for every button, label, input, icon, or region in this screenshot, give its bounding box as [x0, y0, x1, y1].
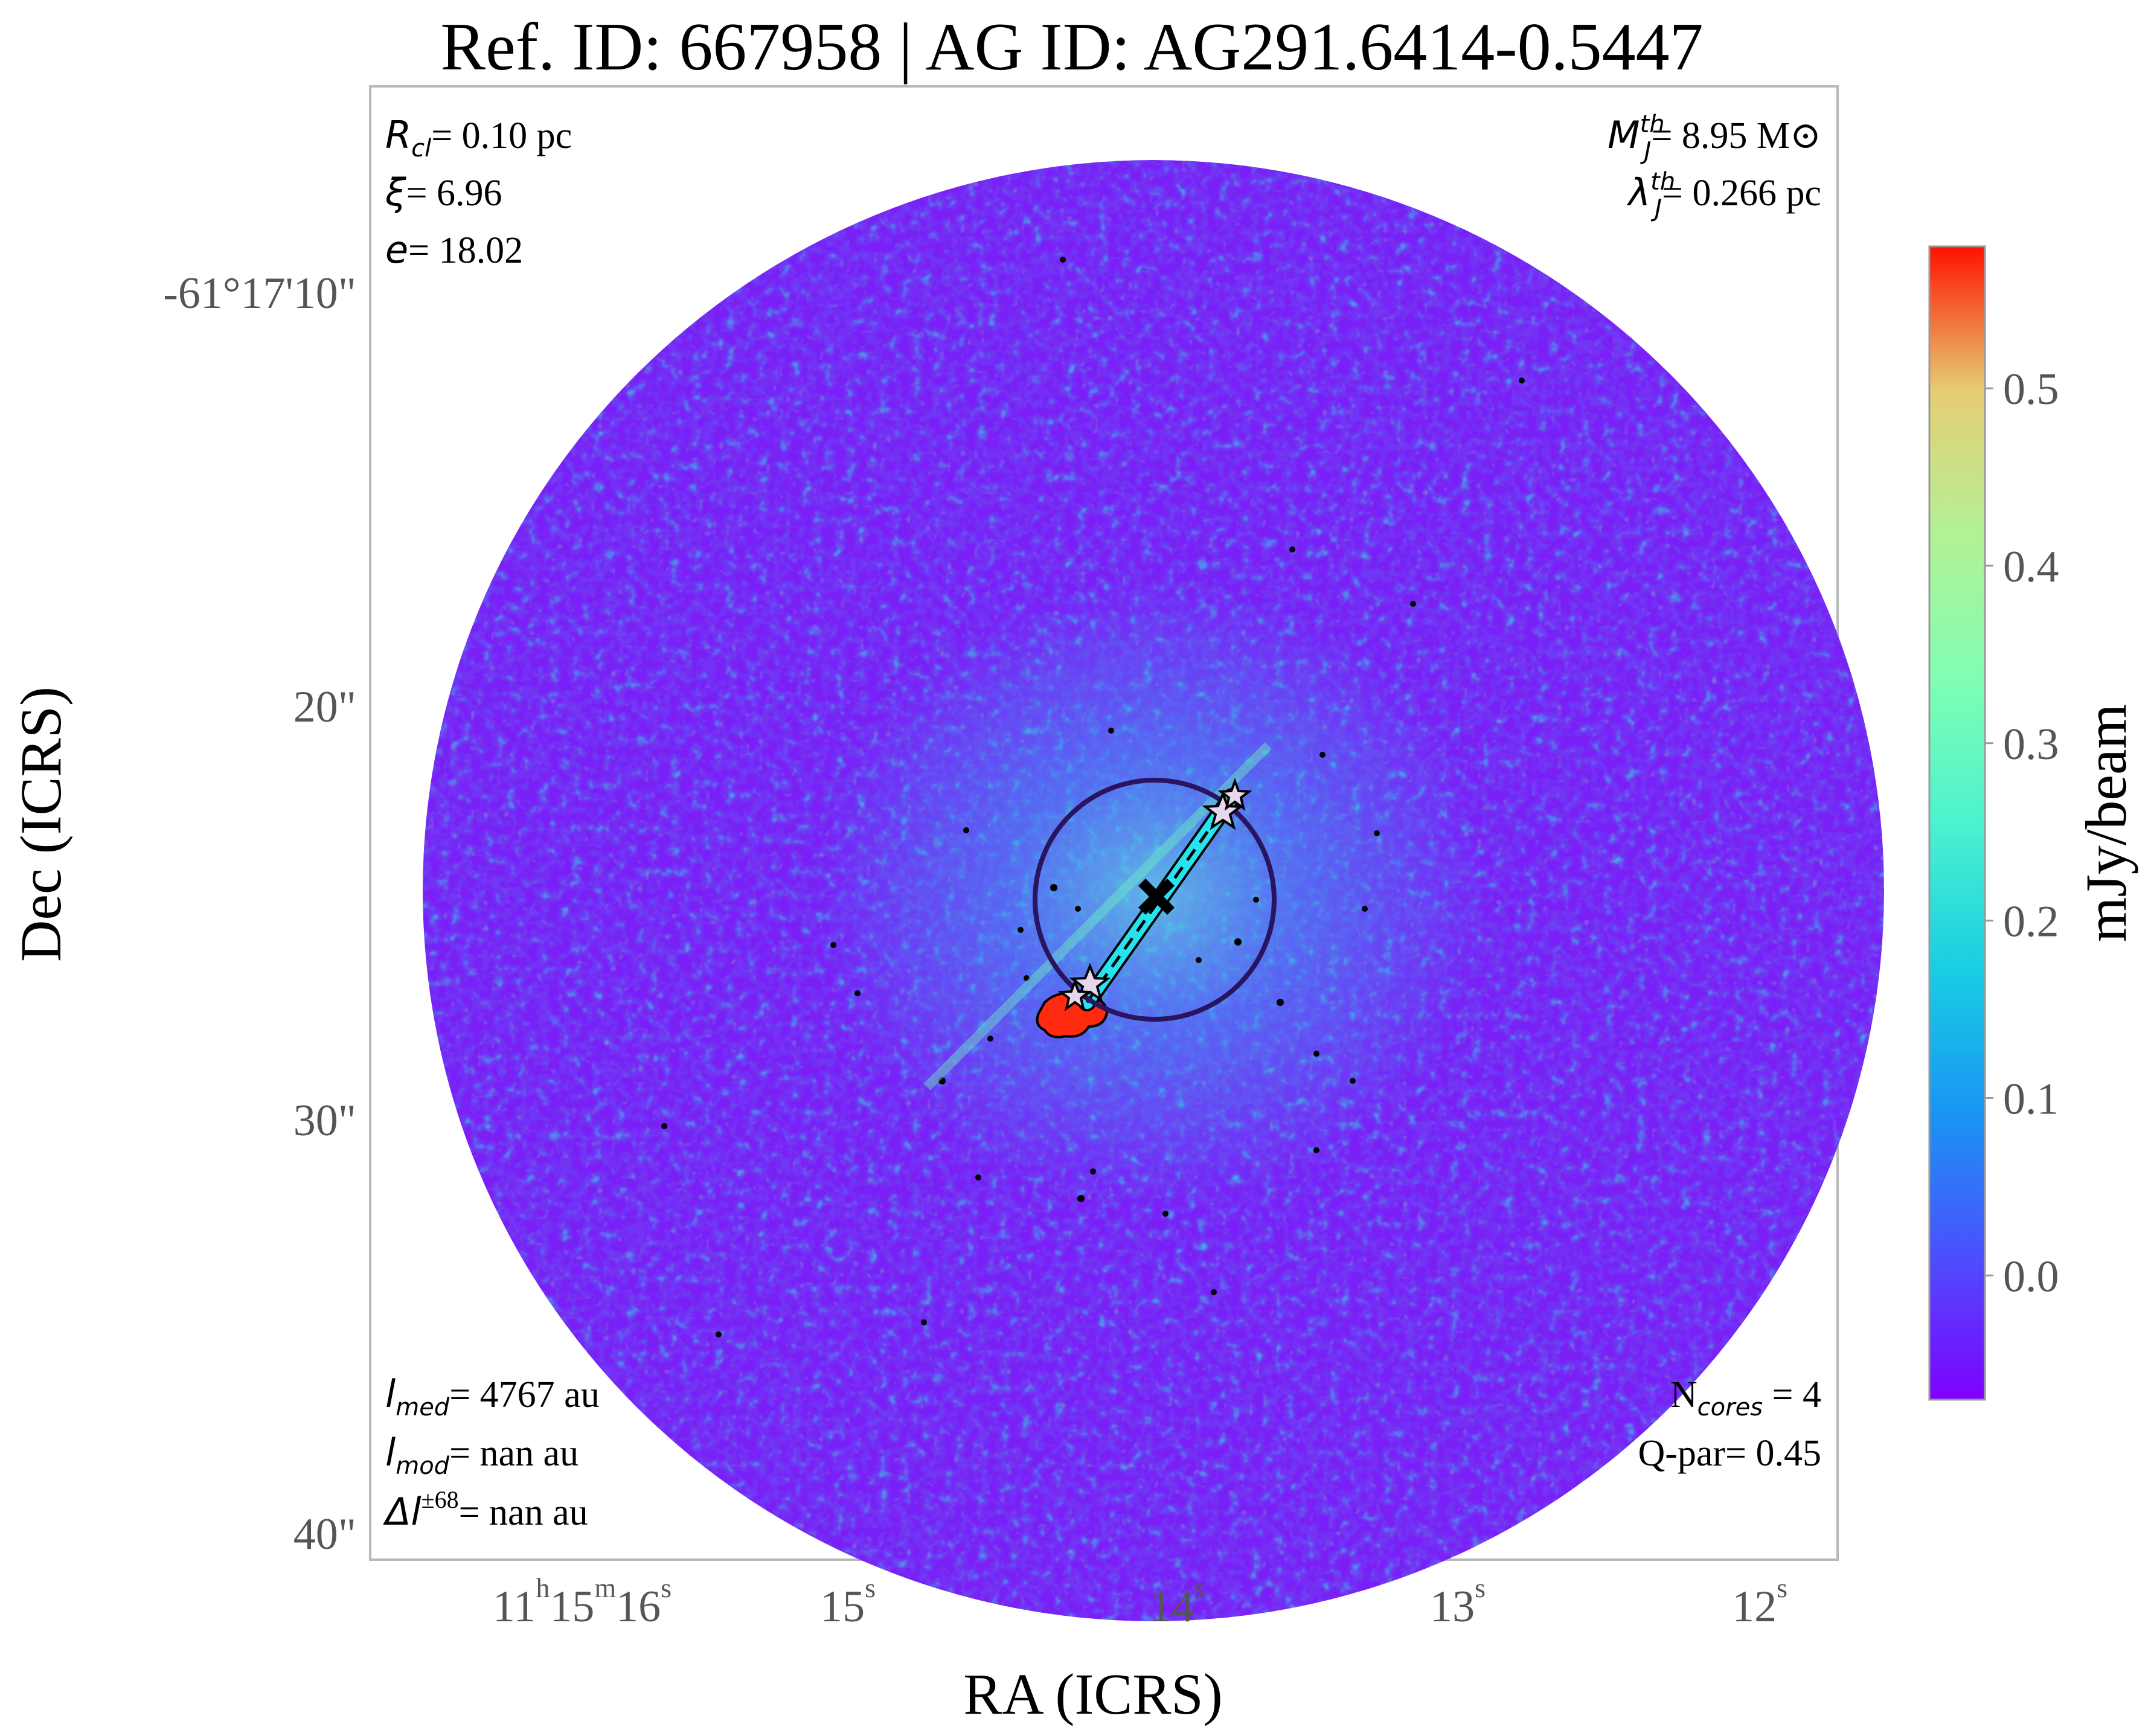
x-tick-label: 14s: [1149, 1572, 1205, 1632]
annotation-qpar: Q-par= 0.45: [1638, 1433, 1821, 1474]
core-markers: [1057, 778, 1252, 1011]
y-tick-label: 20": [293, 682, 356, 732]
y-tick-label: 30": [293, 1096, 356, 1145]
colorbar-tick-label: 0.0: [2003, 1252, 2059, 1301]
x-tick-labels: 11h15m16s 15s 14s 13s 12s: [493, 1572, 1787, 1632]
annotation-ncores: Ncores = 4: [1670, 1374, 1821, 1421]
annotation-delta-l: Δl±68= nan au: [383, 1486, 588, 1534]
annotation-jeans-mass: Mth J= 8.95 M⊙: [1608, 111, 1821, 165]
y-tick-labels: -61°17'10" 20" 30" 40": [163, 269, 356, 1559]
filament-emission: [923, 742, 1272, 1091]
clump-radius-circle: [1033, 778, 1277, 1022]
y-tick-label: 40": [293, 1510, 356, 1559]
x-tick-label: 13s: [1430, 1572, 1486, 1632]
colorbar-gradient: [1928, 245, 1986, 1401]
x-tick-label: 15s: [820, 1572, 876, 1632]
colorbar-label: mJy/beam: [2074, 704, 2138, 943]
y-tick-label: -61°17'10": [163, 269, 356, 318]
colorbar-tick-label: 0.3: [2003, 720, 2059, 769]
annotation-lmod: lmod= nan au: [385, 1430, 579, 1480]
annotation-rcl: Rcl= 0.10 pc: [385, 113, 572, 162]
plot-title: Ref. ID: 667958 | AG ID: AG291.6414-0.54…: [440, 10, 1703, 85]
annotation-e: e= 18.02: [385, 228, 523, 272]
colorbar-tick-label: 0.4: [2003, 542, 2059, 592]
core-star-marker: [1217, 778, 1252, 811]
colorbar-ticks: 0.0 0.1 0.2 0.3 0.4 0.5: [1985, 365, 2059, 1301]
annotation-xi: ξ= 6.96: [385, 170, 502, 214]
colorbar-tick-label: 0.2: [2003, 897, 2059, 947]
colorbar-tick-label: 0.1: [2003, 1074, 2059, 1124]
colorbar-tick-label: 0.5: [2003, 365, 2059, 414]
annotation-lmed: lmed= 4767 au: [385, 1372, 600, 1421]
annotation-jeans-length: λth J= 0.266 pc: [1626, 168, 1821, 222]
core-star-marker: [1202, 790, 1244, 830]
x-tick-label: 11h15m16s: [493, 1572, 672, 1632]
colorbar: 0.0 0.1 0.2 0.3 0.4 0.5 mJy/beam: [1928, 245, 2138, 1401]
y-axis-label: Dec (ICRS): [8, 687, 73, 962]
x-tick-label: 12s: [1732, 1572, 1787, 1632]
core-star-marker: [1057, 978, 1092, 1011]
contour-specks: [661, 257, 1525, 1337]
x-axis-label: RA (ICRS): [963, 1662, 1222, 1726]
center-x-marker: [1138, 879, 1175, 915]
